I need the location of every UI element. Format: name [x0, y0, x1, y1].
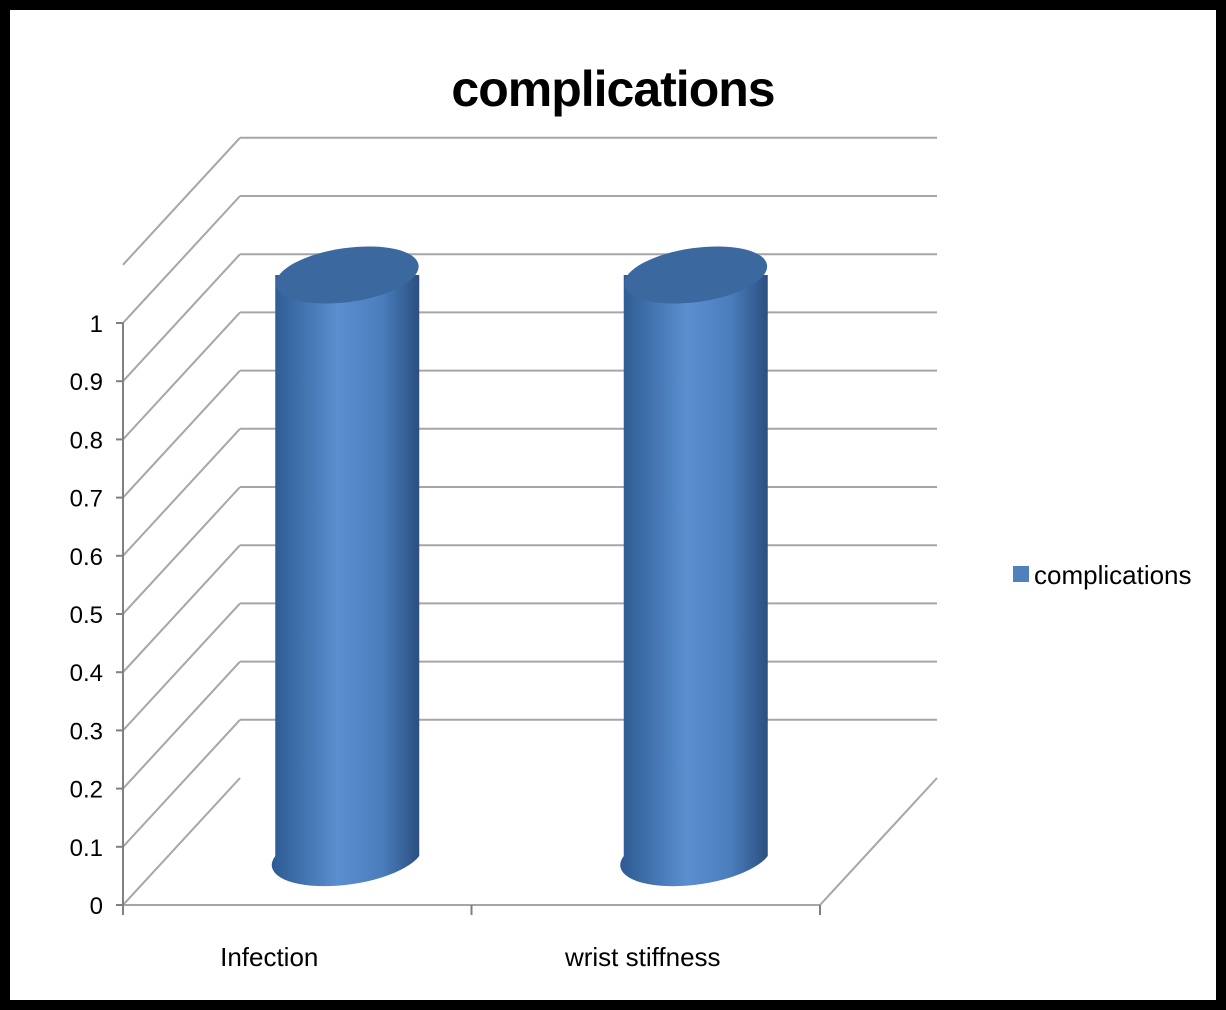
chart-title: complications — [451, 61, 775, 117]
side-gridline — [122, 486, 241, 615]
side-gridline — [122, 195, 241, 324]
side-gridline — [122, 311, 241, 441]
legend-swatch — [1013, 566, 1029, 582]
back-wall-gridlines — [122, 136, 938, 906]
bar-infection — [271, 246, 420, 887]
y-tick-label: 0.4 — [70, 660, 103, 687]
legend: complications — [1013, 560, 1192, 590]
side-gridline — [122, 719, 241, 848]
floor-right-edge — [819, 777, 938, 906]
y-tick-label: 0.1 — [70, 835, 103, 862]
y-tick-label: 0.2 — [70, 777, 103, 804]
legend-label: complications — [1034, 560, 1192, 590]
x-axis-labels: Infection wrist stiffness — [220, 942, 720, 972]
side-gridline — [122, 137, 241, 266]
y-tick-label: 0 — [90, 893, 103, 920]
y-tick-label: 0.5 — [70, 602, 103, 629]
x-category-label: wrist stiffness — [564, 942, 721, 972]
y-tick-label: 0.8 — [70, 427, 103, 454]
bar-body — [620, 275, 768, 887]
x-category-label: Infection — [220, 942, 318, 972]
side-gridline — [122, 369, 241, 499]
side-gridline — [122, 428, 241, 557]
bar-wrist-stiffness — [620, 246, 768, 887]
bars — [271, 246, 768, 887]
y-tick-label: 1 — [90, 311, 103, 338]
side-gridline — [122, 253, 241, 382]
bar-top — [275, 246, 419, 304]
side-gridline — [122, 660, 241, 790]
y-tick-label: 0.6 — [70, 544, 103, 571]
y-axis: 0 0.1 0.2 0.3 0.4 0.5 0.6 0.7 0.8 0.9 1 — [70, 311, 821, 920]
side-gridline — [122, 777, 241, 906]
y-tick-label: 0.7 — [70, 486, 103, 513]
side-gridline — [122, 602, 241, 732]
side-gridline — [122, 544, 241, 673]
chart-frame — [8, 8, 1218, 1002]
y-tick-label: 0.3 — [70, 718, 103, 745]
y-tick-label: 0.9 — [70, 369, 103, 396]
bar-body — [271, 275, 420, 887]
bar-top — [624, 246, 768, 304]
